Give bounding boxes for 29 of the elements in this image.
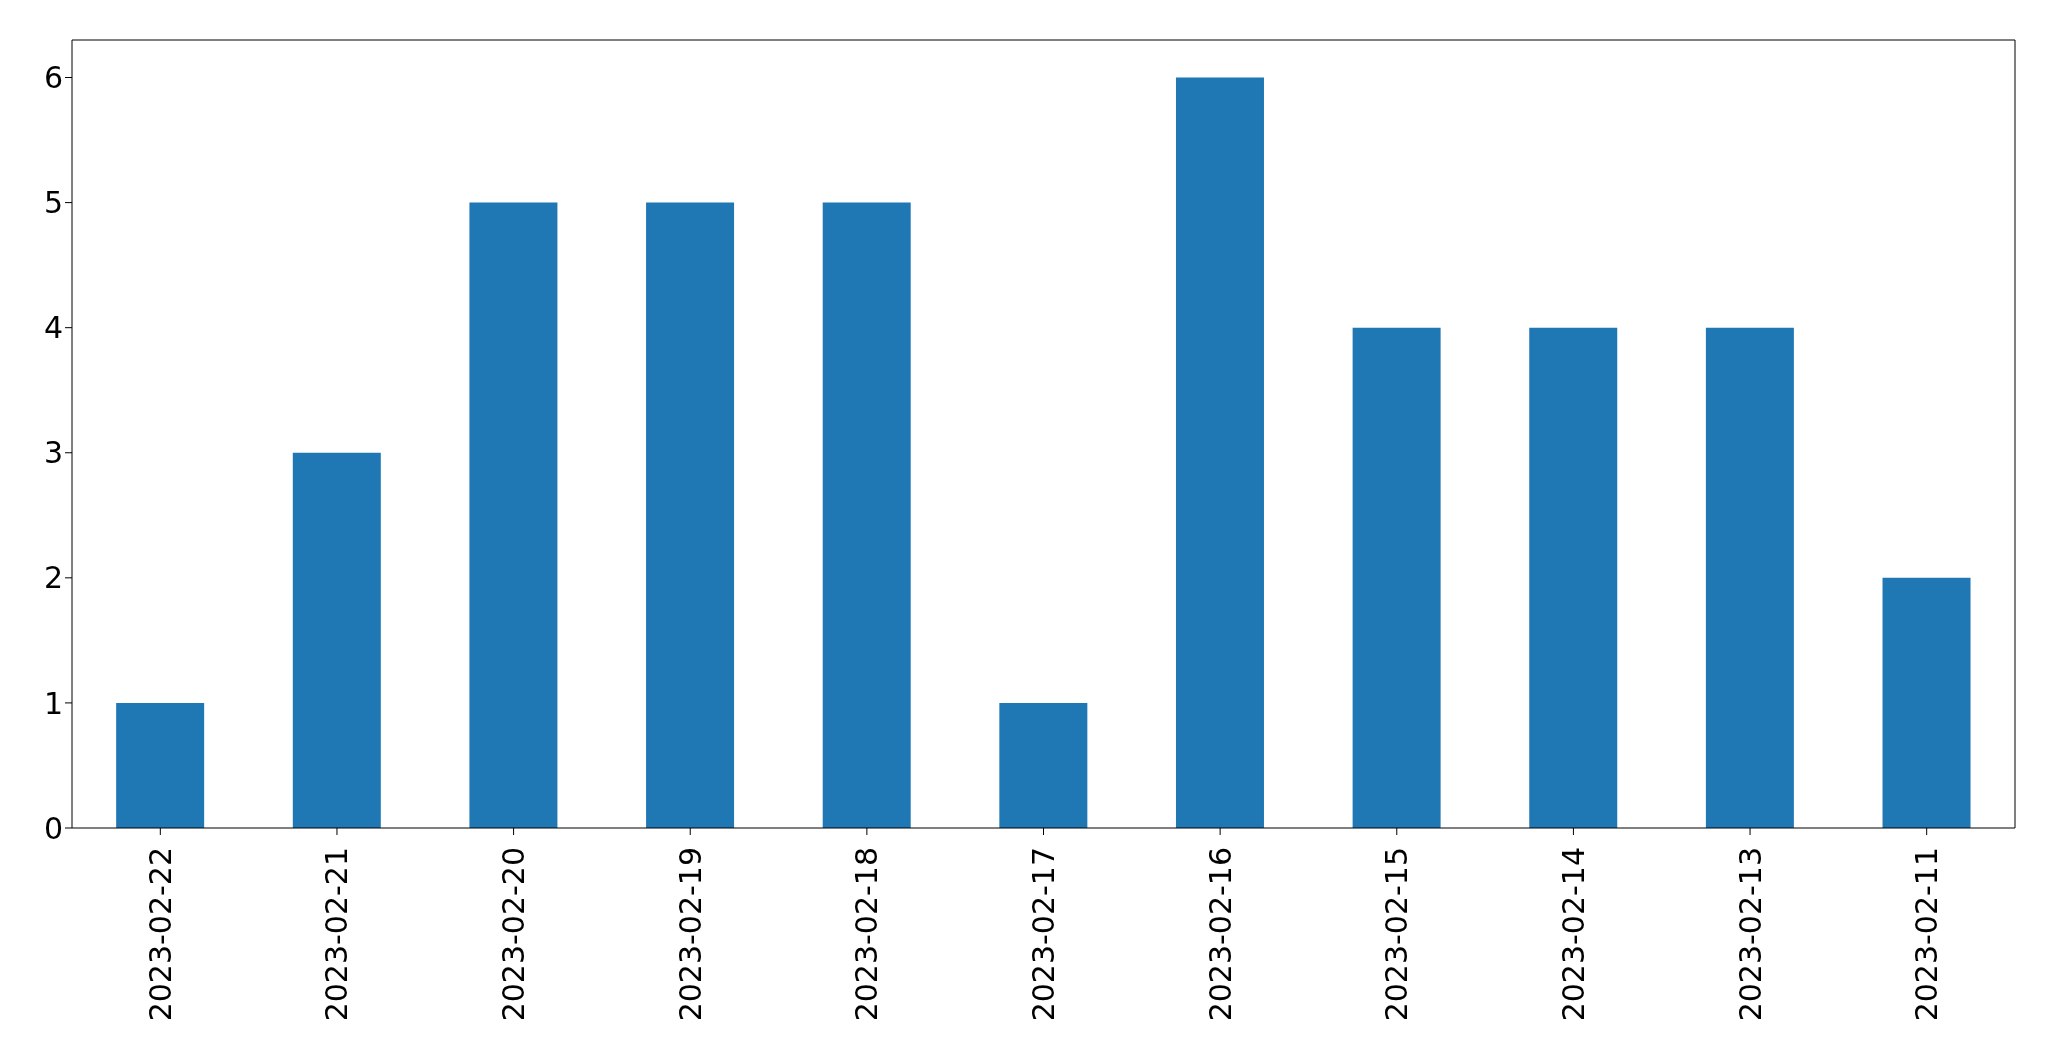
y-tick-label: 5 — [43, 185, 63, 221]
bar — [116, 702, 205, 828]
x-tick-label: 2023-02-17 — [1026, 847, 1061, 1022]
bar — [1529, 327, 1618, 828]
bar — [1705, 327, 1794, 828]
x-tick-label: 2023-02-22 — [142, 847, 178, 1022]
y-tick-label: 0 — [43, 810, 63, 846]
x-tick-label: 2023-02-16 — [1202, 847, 1238, 1022]
x-tick-label: 2023-02-21 — [319, 847, 355, 1022]
y-tick-label: 1 — [43, 685, 63, 721]
bar — [822, 202, 911, 828]
y-tick-label: 2 — [43, 560, 63, 596]
bar — [646, 202, 735, 828]
x-tick-label: 2023-02-19 — [672, 847, 708, 1022]
y-tick-label: 4 — [43, 310, 63, 346]
bar — [292, 452, 381, 828]
bar — [469, 202, 558, 828]
y-tick-label: 6 — [43, 60, 63, 96]
x-tick-label: 2023-02-15 — [1379, 847, 1415, 1022]
x-tick-label: 2023-02-13 — [1732, 847, 1768, 1022]
y-tick-label: 3 — [43, 435, 63, 471]
x-tick-label: 2023-02-18 — [849, 847, 885, 1022]
x-tick-label: 2023-02-14 — [1555, 847, 1591, 1022]
bar — [1882, 577, 1971, 828]
bar — [999, 702, 1088, 828]
bar — [1175, 77, 1264, 828]
x-tick-label: 2023-02-20 — [496, 847, 532, 1022]
x-tick-label: 2023-02-11 — [1909, 847, 1945, 1022]
bar — [1352, 327, 1441, 828]
